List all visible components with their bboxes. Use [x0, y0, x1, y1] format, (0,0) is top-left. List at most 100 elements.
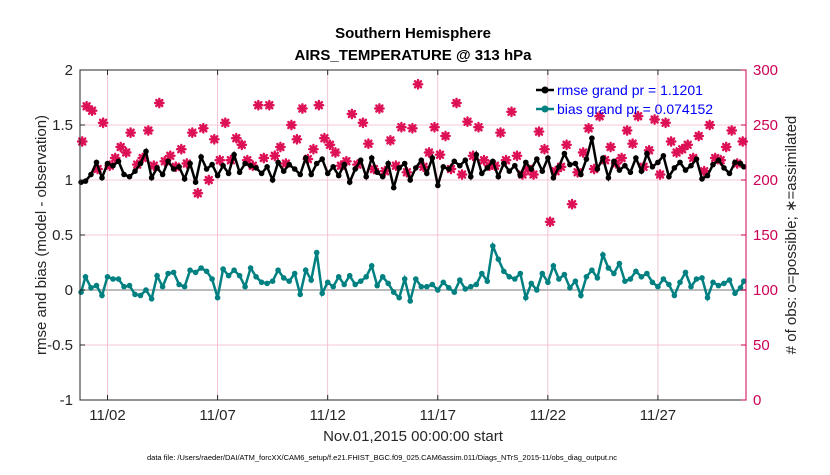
rmse-point [110, 162, 116, 169]
bias-point [655, 283, 661, 290]
obs-assimilated-point [682, 139, 694, 151]
rmse-point [137, 160, 144, 167]
obs-assimilated-point [313, 99, 325, 111]
obs-assimilated-point [269, 150, 281, 162]
obs-assimilated-point [203, 174, 215, 186]
chart-title: Southern Hemisphere [335, 25, 491, 42]
bias-point [605, 265, 612, 271]
rmse-point [666, 173, 672, 180]
bias-point [424, 283, 430, 290]
bias-point [501, 268, 507, 275]
obs-assimilated-point [632, 110, 644, 122]
rmse-point [484, 165, 491, 171]
rmse-point [225, 170, 232, 177]
rmse-point [440, 164, 447, 170]
rmse-point [198, 154, 204, 160]
rmse-point [192, 179, 199, 185]
bias-point [413, 276, 419, 282]
legend-rmse-swatch-marker [541, 86, 549, 94]
obs-assimilated-point [583, 122, 594, 134]
obs-assimilated-point [208, 133, 220, 145]
rmse-point [501, 160, 507, 167]
bias-point [666, 281, 672, 288]
rmse-point [214, 172, 221, 179]
bias-point [451, 289, 458, 296]
right-tick-label: 250 [753, 117, 778, 134]
obs-assimilated-point [230, 132, 242, 144]
bias-point [187, 267, 193, 274]
obs-assimilated-point [539, 143, 550, 155]
bias-point [704, 294, 711, 301]
obs-assimilated-point [451, 97, 462, 109]
obs-assimilated-point [252, 99, 264, 111]
bias-point [523, 294, 529, 301]
bias-point [220, 266, 226, 272]
obs-assimilated-point [274, 141, 286, 153]
rmse-point [741, 164, 747, 170]
bias-point [236, 272, 243, 279]
bias-point [726, 277, 733, 283]
rmse-point [699, 176, 705, 182]
bias-point [600, 252, 606, 258]
rmse-point [572, 160, 579, 167]
obs-assimilated-point [236, 139, 248, 151]
obs-assimilated-point [462, 116, 473, 128]
bias-point [390, 289, 397, 296]
left-axis-ticks: -1 -0.5 0 0.5 1 1.5 2 [47, 62, 85, 409]
rmse-point [556, 164, 562, 170]
obs-assimilated-point [693, 130, 705, 142]
rmse-point [677, 159, 683, 166]
obs-assimilated-point [528, 169, 539, 180]
obs-assimilated-point [429, 121, 440, 133]
rmse-point [517, 172, 524, 179]
rmse-point [379, 173, 386, 180]
rmse-point [633, 155, 639, 161]
bias-point [214, 294, 221, 301]
bias-point [385, 280, 392, 287]
rmse-point [726, 170, 733, 177]
rmse-point [490, 158, 496, 165]
rmse-point [390, 184, 397, 191]
rmse-point [693, 156, 700, 162]
bias-point [721, 280, 727, 287]
bias-point [633, 268, 639, 275]
bias-point [242, 283, 248, 290]
bias-point [93, 282, 100, 289]
bias-point [346, 272, 353, 279]
obs-assimilated-point [263, 99, 275, 111]
rmse-point [715, 157, 722, 163]
obs-assimilated-point [175, 143, 187, 155]
obs-assimilated-point [153, 97, 165, 109]
obs-assimilated-point [97, 117, 109, 129]
rmse-point [363, 173, 370, 180]
x-tick-label: 11/27 [640, 407, 676, 424]
obs-assimilated-point [291, 133, 303, 145]
obs-assimilated-point [186, 127, 198, 139]
rmse-point [627, 169, 634, 176]
obs-assimilated-point [533, 126, 545, 138]
right-tick-label: 100 [753, 282, 778, 299]
rmse-point [104, 160, 111, 167]
obs-assimilated-point [86, 105, 98, 117]
obs-assimilated-series [76, 78, 749, 228]
rmse-point [561, 150, 568, 157]
x-tick-label: 11/07 [199, 407, 235, 424]
bias-point [99, 292, 105, 299]
bias-point [677, 279, 683, 286]
obs-assimilated-point [616, 152, 627, 164]
rmse-point [638, 168, 645, 174]
rmse-point [231, 151, 237, 158]
obs-assimilated-point [219, 117, 231, 129]
rmse-point [396, 165, 403, 171]
rmse-point [374, 169, 381, 176]
bias-point [264, 280, 270, 287]
rmse-point [611, 158, 617, 165]
bias-point [258, 279, 265, 286]
bias-point [572, 278, 579, 285]
bias-point [313, 249, 320, 256]
bias-point [115, 276, 122, 282]
bias-point [512, 276, 518, 282]
rmse-point [682, 167, 689, 173]
rmse-point [655, 159, 661, 166]
